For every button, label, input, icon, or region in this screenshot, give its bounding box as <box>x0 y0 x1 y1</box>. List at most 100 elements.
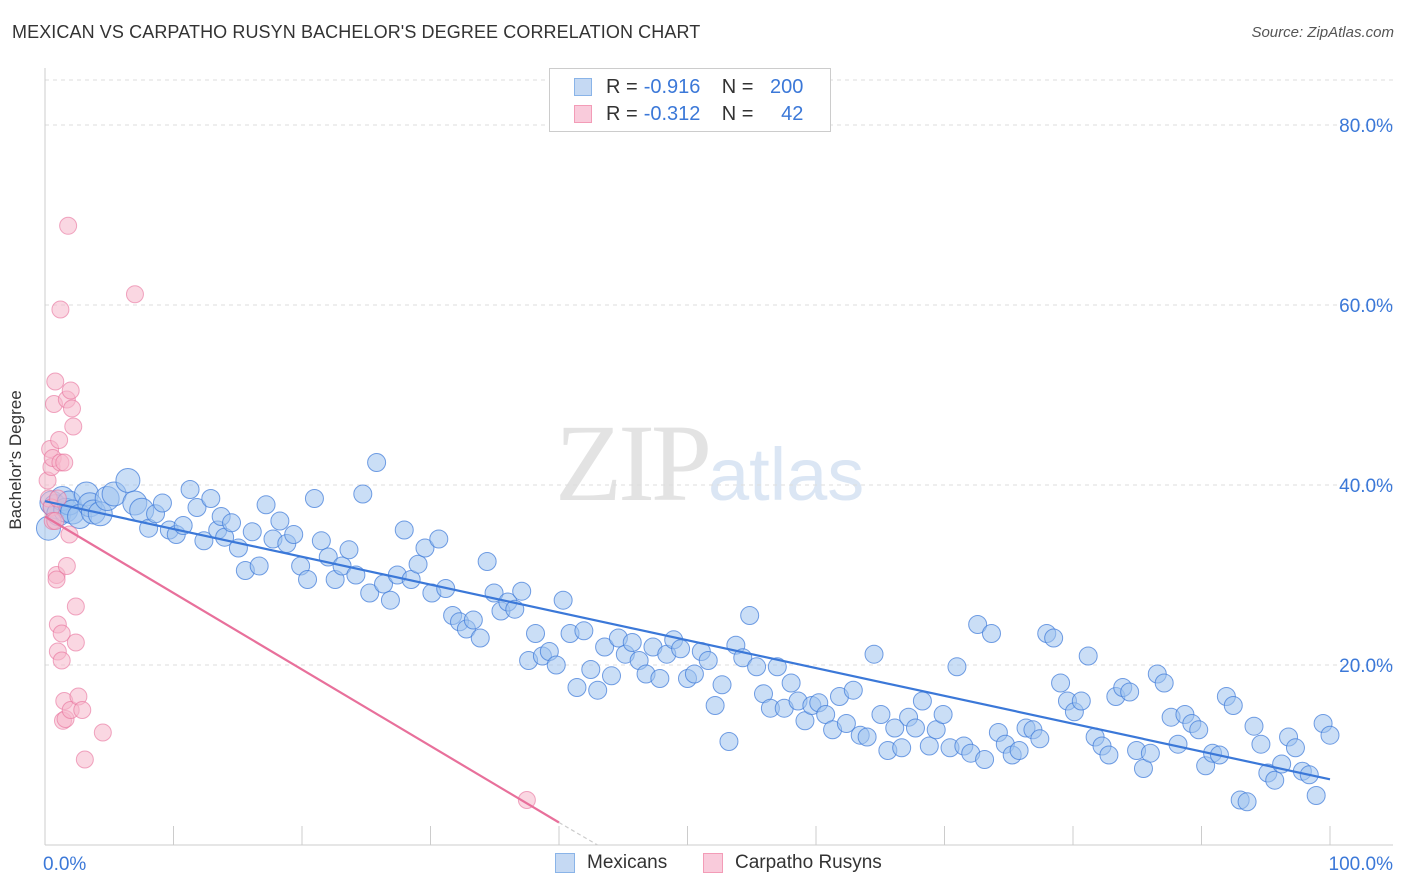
mexicans-point <box>747 657 767 677</box>
legend-swatch-carpatho-rusyns <box>574 105 592 123</box>
mexicans-point <box>650 669 670 688</box>
mexicans-point <box>553 590 573 610</box>
mexicans-point <box>740 606 760 625</box>
mexicans-point <box>1078 646 1098 666</box>
mexicans-point <box>1244 716 1264 736</box>
carpatho-rusyns-trendline <box>44 515 560 824</box>
mexicans-point <box>311 531 331 551</box>
carpatho-rusyns-point <box>66 597 85 616</box>
mexicans-point <box>1251 734 1271 754</box>
mexicans-point <box>885 718 905 738</box>
x-tick-label: 100.0% <box>1329 854 1394 875</box>
mexicans-point <box>1009 741 1029 760</box>
mexicans-point <box>1071 691 1091 711</box>
mexicans-trendline <box>44 500 1331 781</box>
y-tick-label: 40.0% <box>1339 476 1393 497</box>
legend-r-value: -0.312 <box>643 102 701 125</box>
mexicans-point <box>719 732 739 751</box>
chart-title: MEXICAN VS CARPATHO RUSYN BACHELOR'S DEG… <box>12 22 701 42</box>
mexicans-point <box>477 552 497 571</box>
mexicans-point <box>1320 725 1340 745</box>
carpatho-rusyns-point <box>62 399 81 418</box>
mexicans-point <box>595 637 615 657</box>
carpatho-rusyns-point <box>125 285 144 304</box>
mexicans-point <box>415 538 435 558</box>
mexicans-point <box>1099 745 1119 765</box>
carpatho-rusyns-point <box>61 381 80 400</box>
x-tick-label: 0.0% <box>43 854 86 875</box>
mexicans-point <box>284 525 304 544</box>
mexicans-point <box>339 540 359 560</box>
mexicans-point <box>187 498 207 517</box>
mexicans-point <box>1044 628 1064 648</box>
bottom-legend-swatch-mexicans <box>555 853 575 873</box>
mexicans-point <box>947 657 967 677</box>
carpatho-rusyns-point <box>60 525 79 544</box>
mexicans-point <box>408 554 428 574</box>
mexicans-point <box>975 750 995 769</box>
mexicans-point <box>298 570 318 589</box>
carpatho-rusyns-point <box>52 651 71 670</box>
legend-n-value: 200 <box>770 75 804 98</box>
carpatho-rusyns-point <box>59 216 78 235</box>
mexicans-point <box>1154 673 1174 693</box>
mexicans-point <box>857 727 877 747</box>
legend-r-label: R = <box>606 75 638 98</box>
mexicans-point <box>781 673 801 693</box>
legend-n-value: 42 <box>781 102 804 125</box>
y-tick-label: 60.0% <box>1339 296 1393 317</box>
mexicans-point <box>222 513 242 533</box>
mexicans-point <box>705 696 725 715</box>
mexicans-point <box>367 453 387 472</box>
mexicans-point <box>871 705 891 724</box>
carpatho-rusyns-point <box>52 624 71 643</box>
mexicans-point <box>836 714 856 733</box>
mexicans-point <box>567 678 587 697</box>
legend-n-label: N = <box>721 102 754 125</box>
mexicans-point <box>581 660 601 679</box>
carpatho-rusyns-point <box>47 570 66 589</box>
mexicans-point <box>1120 682 1140 702</box>
watermark-zip: ZIP <box>555 402 712 524</box>
mexicans-point <box>1306 786 1326 805</box>
mexicans-point <box>712 675 732 695</box>
legend-r-label: R = <box>606 102 638 125</box>
carpatho-rusyns-point <box>57 557 76 575</box>
carpatho-rusyns-point <box>64 417 83 436</box>
mexicans-point <box>698 651 718 670</box>
mexicans-point <box>394 520 414 540</box>
legend-row-carpatho-rusyns: R = -0.312 N = 42 <box>574 101 803 127</box>
mexicans-point <box>981 624 1001 643</box>
mexicans-point <box>463 610 483 630</box>
mexicans-point <box>905 718 925 738</box>
watermark: ZIPatlas <box>555 400 864 527</box>
bottom-legend-carpatho-rusyns: Carpatho Rusyns <box>703 852 882 874</box>
mexicans-point <box>115 468 141 493</box>
carpatho-rusyns-point <box>55 453 74 472</box>
y-tick-label: 20.0% <box>1339 656 1393 677</box>
carpatho-rusyns-point <box>517 791 536 809</box>
carpatho-rusyns-point <box>93 723 112 742</box>
mexicans-point <box>588 680 608 700</box>
mexicans-point <box>892 738 912 758</box>
mexicans-point <box>1140 743 1160 763</box>
mexicans-point <box>360 583 380 603</box>
mexicans-point <box>912 691 932 711</box>
mexicans-point <box>968 615 988 634</box>
mexicans-point <box>1237 792 1257 812</box>
mexicans-point <box>470 628 490 648</box>
mexicans-point <box>767 657 787 677</box>
bottom-legend-mexicans: Mexicans <box>555 852 667 874</box>
watermark-atlas: atlas <box>708 433 865 516</box>
mexicans-point <box>546 655 566 675</box>
bottom-legend: Mexicans Carpatho Rusyns <box>0 852 1406 876</box>
mexicans-point <box>1051 673 1071 693</box>
bottom-legend-swatch-carpatho-rusyns <box>703 853 723 873</box>
y-tick-label: 80.0% <box>1339 116 1393 137</box>
mexicans-point <box>512 581 532 601</box>
mexicans-point <box>304 489 324 508</box>
mexicans-point <box>249 556 269 576</box>
legend-swatch-mexicans <box>574 78 592 96</box>
mexicans-point <box>684 664 704 684</box>
mexicans-point <box>353 484 373 504</box>
